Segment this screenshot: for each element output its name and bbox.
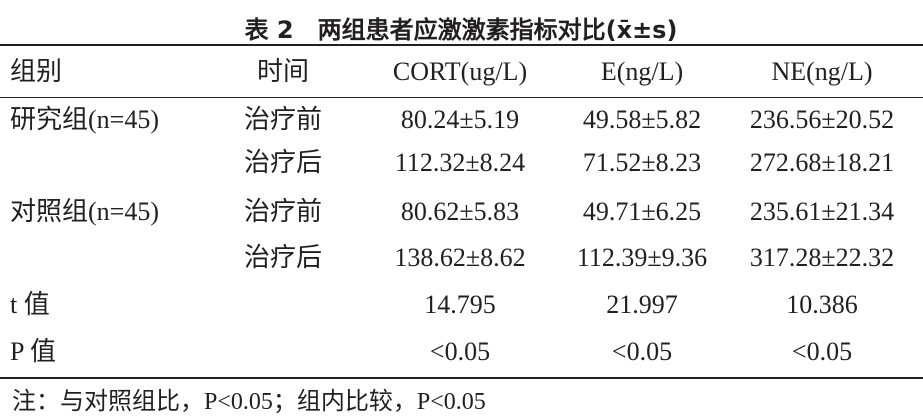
table-note: 注：与对照组比，P<0.05；组内比较，P<0.05 — [12, 389, 486, 415]
header-cell: E(ng/L) — [600, 57, 684, 86]
table-cell: 14.795 — [424, 290, 496, 319]
table-cell: <0.05 — [611, 337, 673, 366]
table-cell: t 值 — [10, 290, 50, 319]
table-cell: 研究组(n=45) — [10, 105, 159, 134]
header-cell: 时间 — [256, 57, 310, 86]
table-cell: 80.62±5.83 — [400, 197, 520, 226]
table-cell: 71.52±8.23 — [582, 148, 702, 177]
bottom-rule — [0, 377, 923, 379]
table-cell: <0.05 — [791, 337, 853, 366]
table-cell: <0.05 — [429, 337, 491, 366]
header-cell: 组别 — [10, 57, 63, 86]
table-cell: 112.39±9.36 — [576, 243, 708, 272]
table-cell: P 值 — [10, 337, 56, 366]
table-cell: 49.71±6.25 — [582, 197, 702, 226]
table-cell: 80.24±5.19 — [400, 105, 520, 134]
table-cell: 317.28±22.32 — [749, 243, 895, 272]
table-cell: 治疗后 — [243, 243, 323, 272]
header-rule — [0, 97, 923, 98]
header-cell: CORT(ug/L) — [392, 57, 528, 86]
table-cell: 10.386 — [786, 290, 858, 319]
table-cell: 21.997 — [606, 290, 678, 319]
table-cell: 对照组(n=45) — [10, 197, 159, 226]
table-cell: 236.56±20.52 — [749, 105, 895, 134]
table-cell: 49.58±5.82 — [582, 105, 702, 134]
table-cell: 治疗前 — [243, 197, 323, 226]
table-cell: 272.68±18.21 — [749, 148, 895, 177]
top-rule — [0, 44, 923, 46]
table-cell: 138.62±8.62 — [394, 243, 526, 272]
table-cell: 治疗前 — [243, 105, 323, 134]
table-cell: 112.32±8.24 — [394, 148, 526, 177]
header-cell: NE(ng/L) — [771, 57, 873, 86]
table-cell: 235.61±21.34 — [749, 197, 895, 226]
table-cell: 治疗后 — [243, 148, 323, 177]
table-title: 表 2 两组患者应激激素指标对比(x̄±s) — [244, 16, 678, 44]
